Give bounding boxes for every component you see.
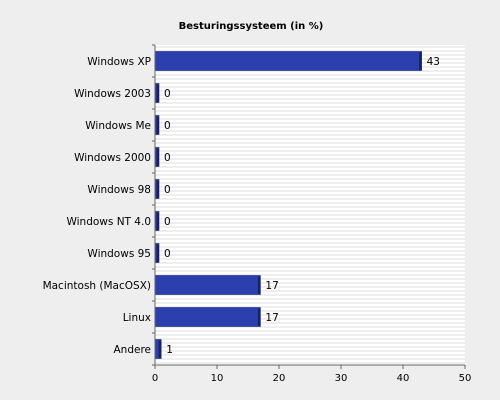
value-labels: 43 0 0 0 0 0 0 17 17 1: [164, 56, 440, 356]
bar-shadow: [257, 276, 261, 295]
value-label: 17: [265, 280, 278, 292]
category-label: Windows Me: [85, 120, 151, 132]
bar-shadow: [156, 212, 159, 231]
category-label: Linux: [123, 312, 151, 324]
bar-shadow: [257, 308, 261, 327]
bar: [154, 275, 261, 295]
bar-shadow: [156, 148, 159, 167]
value-label: 0: [164, 216, 171, 228]
bar-shadow: [156, 244, 159, 263]
x-axis-ticks: 0 10 20 30 40 50: [152, 44, 472, 384]
category-label: Andere: [113, 344, 151, 356]
value-label: 0: [164, 88, 171, 100]
value-label: 17: [265, 312, 278, 324]
x-tick-label: 40: [397, 373, 410, 384]
category-label: Windows 95: [87, 248, 151, 260]
category-label: Macintosh (MacOSX): [43, 280, 151, 292]
chart-title: Besturingssysteem (in %): [179, 21, 324, 32]
bar-shadow: [419, 52, 422, 71]
bar-shadow: [156, 180, 159, 199]
x-tick-label: 50: [459, 373, 472, 384]
bar: [154, 307, 261, 327]
value-label: 43: [427, 56, 440, 68]
category-label: Windows NT 4.0: [66, 216, 151, 228]
bar-shadow: [156, 116, 159, 135]
category-label: Windows XP: [87, 56, 151, 68]
x-tick-label: 30: [335, 373, 348, 384]
bar-shadow: [158, 340, 162, 359]
x-tick-label: 20: [273, 373, 286, 384]
value-label: 1: [166, 344, 173, 356]
value-label: 0: [164, 184, 171, 196]
x-tick-label: 10: [211, 373, 224, 384]
value-label: 0: [164, 120, 171, 132]
category-labels: Windows XP Windows 2003 Windows Me Windows …: [43, 56, 151, 356]
bar-shadow: [156, 84, 159, 103]
x-tick-label: 0: [152, 373, 158, 384]
value-label: 0: [164, 152, 171, 164]
bar: [154, 51, 422, 71]
category-label: Windows 98: [87, 184, 151, 196]
value-label: 0: [164, 248, 171, 260]
category-label: Windows 2003: [74, 88, 151, 100]
category-label: Windows 2000: [74, 152, 151, 164]
